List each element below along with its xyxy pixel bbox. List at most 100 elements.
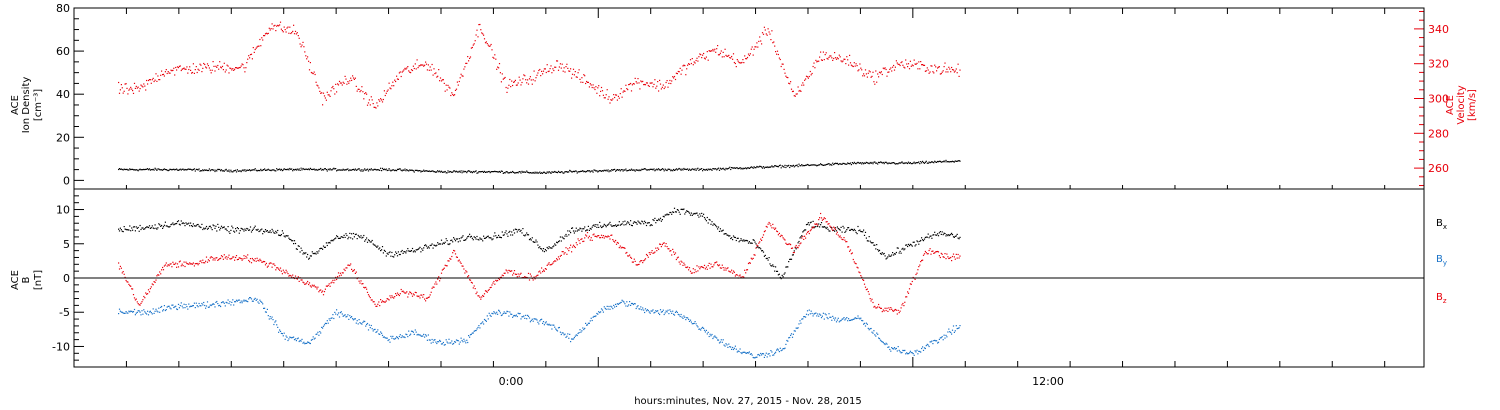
bottom-series-1-point <box>305 342 307 344</box>
bottom-series-1-point <box>622 300 624 302</box>
bottom-series-0-point <box>601 226 604 228</box>
bottom-series-2-point <box>668 248 670 250</box>
top-series-0-point <box>171 169 173 171</box>
bottom-series-1-point <box>629 301 631 303</box>
top-series-0-point <box>662 168 664 170</box>
bottom-series-0-point <box>632 222 634 224</box>
top-series-1-point <box>387 89 389 91</box>
bottom-series-1-point <box>166 306 168 308</box>
top-series-1-point <box>633 83 635 85</box>
bottom-series-0-point <box>336 235 338 237</box>
bottom-series-0-point <box>604 224 606 226</box>
top-series-1-point <box>732 53 735 55</box>
bottom-series-2-point <box>301 279 303 281</box>
top-series-0-point <box>934 160 936 162</box>
bottom-series-1-point <box>202 304 204 306</box>
top-series-0-point <box>909 162 911 164</box>
top-series-0-point <box>498 171 500 173</box>
bottom-series-2-point <box>351 268 353 270</box>
top-series-1-point <box>128 89 130 91</box>
top-series-1-point <box>701 57 703 59</box>
bottom-series-0-point <box>287 235 289 237</box>
bottom-series-0-point <box>801 235 803 237</box>
bottom-series-2-point <box>403 291 405 293</box>
bottom-series-0-point <box>242 228 244 231</box>
bottom-series-2-point <box>492 282 494 284</box>
bottom-series-0-point <box>557 241 560 243</box>
bottom-series-0-point <box>618 221 620 223</box>
top-series-1-point <box>805 75 808 77</box>
top-series-1-point <box>139 88 141 90</box>
top-series-1-point <box>726 55 728 57</box>
top-series-0-point <box>376 169 378 171</box>
bottom-series-0-point <box>881 252 883 254</box>
top-series-0-point <box>623 169 625 171</box>
top-series-1-point <box>669 79 671 82</box>
bottom-series-0-point <box>586 229 588 231</box>
bottom-series-0-point <box>187 223 189 225</box>
bottom-series-2-point <box>756 244 758 246</box>
bottom-series-0-point <box>133 226 136 228</box>
bottom-series-1-point <box>770 350 772 352</box>
bottom-series-2-point <box>650 251 652 254</box>
bottom-series-1-point <box>432 341 434 343</box>
top-series-0-point <box>224 169 226 171</box>
bottom-ylabel-line2: B <box>21 276 32 283</box>
top-series-0-point <box>788 164 790 166</box>
bottom-series-2-point <box>744 269 746 271</box>
top-series-1-point <box>857 70 859 72</box>
top-series-1-point <box>531 83 533 85</box>
top-series-0-point <box>169 168 171 170</box>
top-series-0-point <box>892 162 894 164</box>
bottom-series-0-point <box>850 228 852 230</box>
bottom-series-2-point <box>922 254 925 256</box>
bottom-series-0-point <box>938 232 940 234</box>
top-series-1-point <box>205 66 207 68</box>
bottom-series-0-point <box>798 240 800 243</box>
bottom-series-2-point <box>810 229 812 231</box>
bottom-series-1-point <box>605 308 607 310</box>
bottom-series-0-point <box>298 245 300 247</box>
x-tick-label-0000: 0:00 <box>499 375 524 388</box>
bottom-series-1-point <box>931 340 933 342</box>
top-series-0-point <box>267 168 269 170</box>
bottom-series-2-point <box>922 259 924 261</box>
bottom-series-2-point <box>236 259 238 261</box>
bottom-series-2-point <box>823 217 825 219</box>
bottom-series-1-point <box>308 341 310 343</box>
bottom-series-0-point <box>278 234 280 236</box>
bottom-series-0-point <box>381 246 384 248</box>
top-series-0-point <box>754 167 756 169</box>
bottom-series-2-point <box>136 301 138 303</box>
bottom-series-2-point <box>559 255 561 257</box>
bottom-series-2-point <box>829 225 831 227</box>
top-series-0-point <box>535 172 537 174</box>
bottom-series-2-point <box>348 264 350 266</box>
bottom-series-1-point <box>162 310 164 312</box>
bottom-series-1-point <box>301 338 303 340</box>
bottom-series-1-point <box>868 329 870 331</box>
bottom-series-0-point <box>893 254 895 256</box>
bottom-series-0-point <box>611 225 613 227</box>
bottom-series-1-point <box>312 336 314 338</box>
bottom-series-1-point <box>684 316 686 318</box>
top-series-1-point <box>217 64 219 67</box>
bottom-series-1-point <box>160 306 162 308</box>
bottom-series-2-point <box>842 239 844 241</box>
bottom-series-1-point <box>910 351 912 354</box>
bottom-series-2-point <box>955 253 957 255</box>
top-series-0-point <box>408 170 410 172</box>
top-series-1-point <box>147 79 150 82</box>
bottom-series-0-point <box>877 249 879 251</box>
top-series-1-point <box>513 81 515 83</box>
top-series-0-point <box>528 172 531 174</box>
top-series-1-point <box>794 95 796 97</box>
bottom-series-0-point <box>731 237 733 239</box>
top-series-1-point <box>174 74 176 76</box>
bottom-series-1-point <box>344 314 346 316</box>
bottom-series-0-point <box>772 264 774 266</box>
top-series-0-point <box>372 169 374 171</box>
top-series-0-point <box>200 170 202 172</box>
top-series-1-point <box>734 62 736 65</box>
top-series-0-point <box>556 172 559 174</box>
